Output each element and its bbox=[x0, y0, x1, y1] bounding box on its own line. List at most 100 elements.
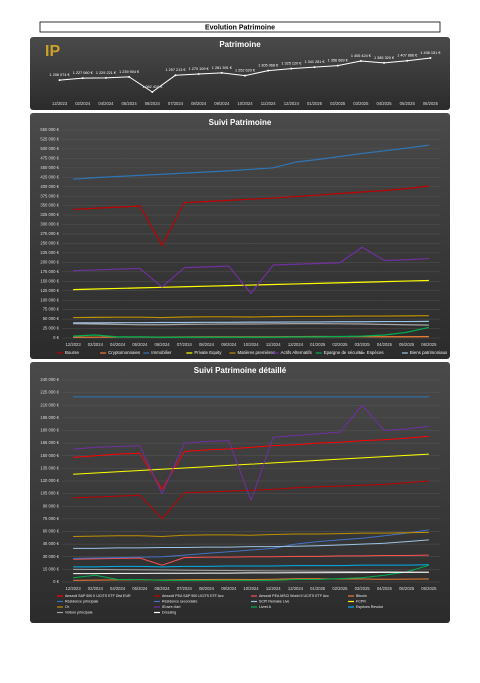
x-tick-label: 02/2024 bbox=[75, 101, 91, 106]
x-tick-label: 01/2025 bbox=[310, 342, 326, 347]
x-tick-label: 12/2023 bbox=[66, 586, 82, 591]
series-line bbox=[73, 404, 429, 501]
legend-label: Or bbox=[65, 605, 70, 609]
legend-label: Cryptomonnaies bbox=[108, 350, 141, 355]
x-tick-label: 08/2024 bbox=[199, 586, 215, 591]
x-tick-label: 11/2024 bbox=[266, 586, 281, 591]
page-title: Evolution Patrimoine bbox=[205, 24, 275, 31]
y-tick-label: 150 000 € bbox=[40, 278, 59, 283]
legend-label: Espèces Revolut bbox=[356, 605, 383, 609]
y-tick-label: 350 000 € bbox=[40, 203, 59, 208]
y-tick-label: 195 000 € bbox=[40, 415, 59, 420]
point bbox=[81, 77, 84, 80]
x-tick-label: 04/2024 bbox=[110, 586, 126, 591]
value-label: 1 436 151 € bbox=[420, 51, 441, 55]
y-tick-label: 60 000 € bbox=[43, 529, 60, 534]
y-tick-label: 75 000 € bbox=[43, 516, 60, 521]
point bbox=[383, 61, 386, 64]
y-tick-label: 400 000 € bbox=[40, 184, 59, 189]
x-tick-label: 04/2024 bbox=[110, 342, 126, 347]
x-tick-label: 08/2024 bbox=[191, 101, 207, 106]
legend-label: Dressing bbox=[162, 610, 176, 614]
x-tick-label: 03/2025 bbox=[353, 101, 369, 106]
y-tick-label: 550 000 € bbox=[40, 127, 59, 132]
x-tick-label: 06/2025 bbox=[421, 586, 437, 591]
value-label: 1 257 213 € bbox=[165, 68, 186, 72]
y-tick-label: 165 000 € bbox=[40, 440, 59, 445]
legend-label: Biens patrimoniaux bbox=[410, 350, 448, 355]
x-tick-label: 06/2024 bbox=[154, 586, 170, 591]
series-line bbox=[73, 564, 429, 568]
value-label: 1 281 391 € bbox=[212, 66, 233, 70]
series-line bbox=[73, 246, 429, 294]
x-tick-label: 04/2025 bbox=[377, 586, 393, 591]
point bbox=[267, 69, 270, 72]
title-box bbox=[39, 21, 441, 33]
x-tick-label: 04/2025 bbox=[376, 101, 392, 106]
x-tick-label: 05/2024 bbox=[132, 586, 148, 591]
x-tick-label: 04/2025 bbox=[377, 342, 393, 347]
y-tick-label: 135 000 € bbox=[40, 465, 59, 470]
x-tick-label: 04/2024 bbox=[98, 101, 114, 106]
point bbox=[174, 74, 177, 77]
x-tick-label: 05/2025 bbox=[399, 342, 415, 347]
series-line bbox=[73, 323, 429, 326]
series-line bbox=[73, 568, 429, 573]
y-tick-label: 325 000 € bbox=[40, 212, 59, 217]
value-label: 1 356 689 € bbox=[328, 59, 349, 63]
y-tick-label: 225 000 € bbox=[40, 390, 59, 395]
y-tick-label: 100 000 € bbox=[40, 297, 59, 302]
legend-label: Amundi S&P 500 II UCITS ETF Dist EUR bbox=[65, 594, 131, 598]
x-tick-label: 07/2024 bbox=[177, 342, 193, 347]
y-tick-label: 45 000 € bbox=[43, 541, 60, 546]
x-tick-label: 12/2023 bbox=[66, 342, 82, 347]
value-label: 1 407 866 € bbox=[397, 54, 418, 58]
legend-label: Espèces bbox=[367, 350, 385, 355]
series-line bbox=[73, 531, 429, 538]
x-tick-label: 06/2025 bbox=[423, 101, 439, 106]
x-tick-label: 07/2024 bbox=[177, 586, 193, 591]
series-line bbox=[73, 539, 429, 549]
legend-label: Immobilier bbox=[151, 350, 172, 355]
x-tick-label: 05/2024 bbox=[132, 342, 148, 347]
legend-label: FCPR bbox=[356, 599, 366, 603]
point bbox=[336, 64, 339, 67]
panel bbox=[30, 37, 450, 110]
series-line bbox=[73, 185, 429, 246]
panel bbox=[30, 362, 450, 623]
chart-title: Suivi Patrimoine détaillé bbox=[194, 366, 287, 375]
value-label: 1 252 620 € bbox=[235, 69, 256, 73]
x-tick-label: 02/2025 bbox=[332, 586, 348, 591]
point bbox=[359, 59, 362, 62]
value-label: 1 305 068 € bbox=[258, 64, 279, 68]
legend-label: Résidence secondaire bbox=[162, 599, 198, 603]
legend-label: Actifs Alternatifs bbox=[281, 350, 313, 355]
series-line bbox=[73, 279, 429, 291]
y-tick-label: 275 000 € bbox=[40, 231, 59, 236]
legend-label: Amundi PEA S&P 500 UCITS ETF Acc bbox=[162, 594, 224, 598]
x-tick-label: 02/2024 bbox=[88, 342, 104, 347]
legend-label: Private Equity bbox=[194, 350, 222, 355]
point bbox=[290, 67, 293, 70]
y-tick-label: 525 000 € bbox=[40, 137, 59, 142]
x-tick-label: 06/2024 bbox=[145, 101, 161, 106]
x-tick-label: 10/2024 bbox=[243, 586, 259, 591]
chart-title: Suivi Patrimoine bbox=[209, 118, 272, 127]
series-line bbox=[73, 529, 429, 559]
series-line bbox=[73, 435, 429, 490]
value-label: 1 385 320 € bbox=[374, 56, 395, 60]
value-label: 1 325 120 € bbox=[281, 62, 302, 66]
y-tick-label: 15 000 € bbox=[43, 566, 60, 571]
x-tick-label: 05/2025 bbox=[399, 586, 415, 591]
legend-label: Amundi PEA MSCI World II UCITS ETF Acc bbox=[259, 594, 329, 598]
y-tick-label: 75 000 € bbox=[43, 307, 60, 312]
point bbox=[406, 59, 409, 62]
y-tick-label: 30 000 € bbox=[43, 554, 60, 559]
legend-label: SCPI Remake Live bbox=[259, 599, 289, 603]
value-label: 1 206 074 € bbox=[50, 73, 71, 77]
y-tick-label: 210 000 € bbox=[40, 402, 59, 407]
x-tick-label: 07/2024 bbox=[168, 101, 184, 106]
x-tick-label: 12/2023 bbox=[52, 101, 68, 106]
series-line bbox=[73, 564, 430, 581]
